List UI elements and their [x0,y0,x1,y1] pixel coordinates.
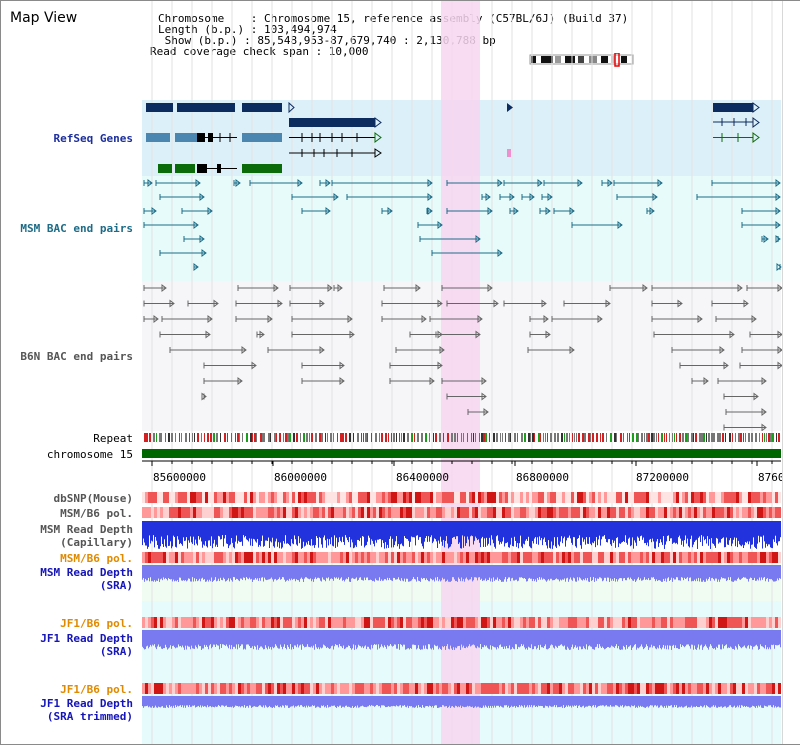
msm-b6-pol-sra-label: MSM/B6 pol. [60,552,133,565]
capillary-sublabel: (Capillary) [60,536,133,549]
axis-tick-label: 86400000 [396,471,449,484]
sra-trimmed-sublabel: (SRA trimmed) [46,710,133,723]
track-area-background [142,1,781,744]
msm-read-depth-capillary-label: MSM Read Depth [40,523,133,536]
refseq-genes-label[interactable]: RefSeq Genes [53,132,133,145]
msm-b6-pol-heatmap [142,507,781,518]
jf1-read-depth-trimmed-label: JF1 Read Depth [40,697,133,710]
position-axis [142,460,781,466]
sra-sublabel: (SRA) [99,579,133,592]
dbsnp-heatmap [142,492,781,503]
jf1-read-depth-label: JF1 Read Depth [40,632,133,645]
msm-bac-label[interactable]: MSM BAC end pairs [20,222,133,235]
chromosome-bar [142,449,781,458]
length-info: Length (b.p.) : 103,494,974 [158,23,337,36]
msm-bac-track[interactable] [142,176,782,281]
axis-tick-label: 87200000 [636,471,689,484]
dbsnp-label: dbSNP(Mouse) [53,492,133,505]
jf1-read-depth-plot [142,630,781,650]
jf1-b6-pol-heatmap [142,617,781,628]
jf1-b6-pol-label: JF1/B6 pol. [60,617,133,630]
jf1-sra-sublabel: (SRA) [99,645,133,658]
refseq-genes-track[interactable] [142,100,782,176]
b6n-bac-label[interactable]: B6N BAC end pairs [20,350,133,363]
msm-read-depth-capillary-plot [142,521,781,549]
msm-b6-pol-sra-heatmap [142,552,781,563]
coverage-span-info: Read coverage check span : 10,000 [150,45,369,58]
axis-tick-label: 86000000 [274,471,327,484]
msm-read-depth-sra-label: MSM Read Depth [40,566,133,579]
chromosome-label: chromosome 15 [46,448,133,461]
msm-read-depth-sra-plot [142,565,781,582]
msm-b6-pol-label: MSM/B6 pol. [60,507,133,520]
axis-tick-label: 85600000 [153,471,206,484]
jf1-read-depth-trimmed-plot [142,696,781,708]
axis-tick-label: 86800000 [516,471,569,484]
right-margin [782,1,800,744]
repeat-label: Repeat [93,432,133,445]
b6n-bac-track[interactable] [142,281,782,431]
repeat-track [144,433,780,442]
jf1-b6-pol-trimmed-heatmap [142,683,781,694]
page-title: Map View [10,10,78,26]
chromosome-ideogram[interactable] [529,53,635,67]
jf1-b6-pol-trimmed-label: JF1/B6 pol. [60,683,133,696]
